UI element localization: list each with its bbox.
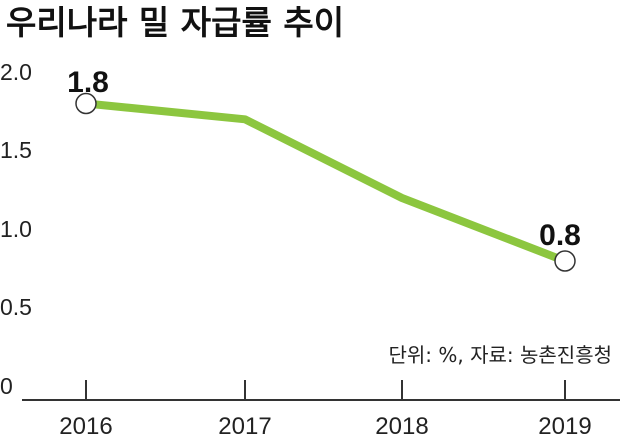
x-tick-label: 2018 [375, 413, 428, 439]
x-axis-ticks: 2016 2017 2018 2019 [59, 380, 592, 439]
chart-title: 우리나라 밀 자급률 추이 [6, 3, 344, 42]
unit-source-note: 단위: %, 자료: 농촌진흥청 [388, 343, 612, 367]
y-tick-label: 1.0 [0, 216, 32, 242]
data-label: 1.8 [67, 66, 109, 99]
data-label: 0.8 [539, 219, 581, 252]
y-axis-ticks: 2.0 1.5 1.0 0.5 0 [0, 59, 32, 399]
series-line [82, 99, 569, 265]
x-tick-label: 2017 [218, 413, 271, 439]
data-point-marker [554, 250, 576, 272]
y-tick-label: 2.0 [0, 59, 32, 85]
x-tick-label: 2016 [59, 413, 112, 439]
data-point-marker [75, 92, 97, 115]
y-tick-label: 0.5 [0, 294, 32, 320]
x-tick-label: 2019 [538, 413, 591, 439]
data-points [75, 92, 576, 272]
y-tick-label: 1.5 [0, 137, 32, 163]
y-tick-label: 0 [0, 373, 13, 399]
